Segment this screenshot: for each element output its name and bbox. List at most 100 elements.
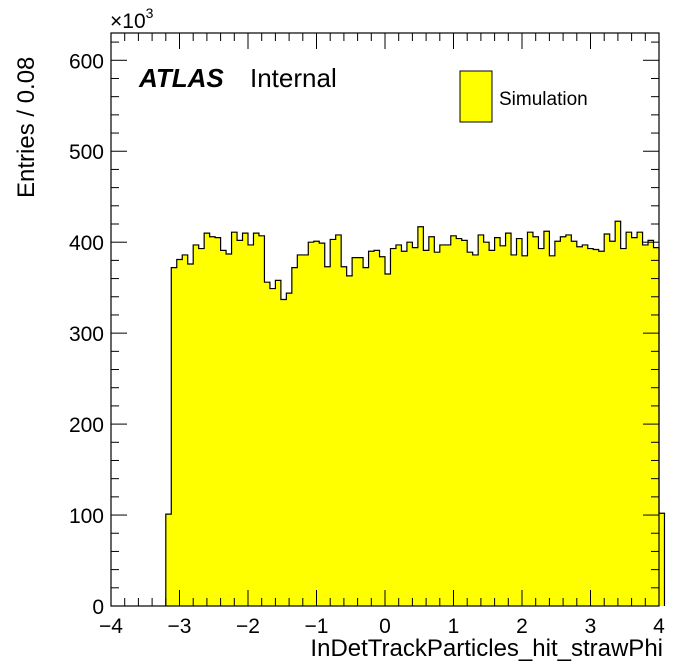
histogram-bin [516, 238, 523, 607]
histogram-bin [576, 246, 583, 606]
histogram-bin [604, 234, 611, 606]
histogram-bin [406, 242, 413, 606]
histogram-bin [445, 244, 452, 606]
histogram-bin [543, 231, 550, 606]
x-tick-label: 3 [585, 615, 597, 638]
legend-swatch [459, 70, 493, 123]
histogram-bin [286, 293, 293, 606]
histogram-bin [368, 251, 375, 607]
histogram-bin [390, 248, 397, 607]
histogram-bin [357, 257, 364, 606]
histogram-bin [500, 245, 506, 607]
histogram-bin [220, 250, 227, 606]
histogram-bin [631, 237, 638, 606]
histogram-bin [165, 514, 172, 606]
histogram-bin [626, 232, 632, 606]
histogram-bin [412, 247, 419, 606]
histogram-bin [209, 236, 216, 606]
y-tick-label: 200 [69, 414, 104, 437]
histogram-bin [423, 250, 430, 606]
histogram-bin [593, 249, 600, 606]
histogram-bin [587, 248, 594, 607]
histogram-bin [280, 299, 287, 606]
histogram-bin [297, 254, 304, 606]
histogram-bin [264, 282, 271, 606]
histogram-bin [609, 241, 616, 606]
histogram-bin [253, 233, 260, 606]
histogram-bin [302, 254, 309, 606]
legend-label-simulation: Simulation [499, 89, 588, 110]
internal-label: Internal [250, 63, 337, 93]
histogram-outline [165, 220, 666, 606]
x-tick-label: 4 [653, 615, 665, 638]
histogram-bin [198, 248, 205, 607]
histogram-bin [330, 239, 337, 606]
histogram-bin [182, 254, 189, 606]
histogram-bin [439, 244, 446, 606]
x-tick-label: 1 [448, 615, 460, 638]
histogram-bin [554, 241, 561, 606]
histogram-bin [385, 274, 391, 606]
histogram-bin [187, 264, 194, 606]
histogram-bin [226, 254, 232, 606]
y-tick-label: 0 [92, 596, 104, 619]
histogram-bin [291, 267, 298, 606]
histogram-bin [352, 257, 358, 606]
y-multiplier: ×103 [110, 5, 154, 33]
histogram-bin [598, 251, 605, 607]
x-tick-labels: −4 −3 −2 −1 0 1 2 3 4 [99, 615, 665, 638]
histogram-bin [374, 250, 380, 606]
x-tick-label: −2 [236, 615, 260, 638]
histogram-bin [642, 244, 649, 606]
histogram-bin [549, 255, 556, 607]
histogram-bin [659, 513, 665, 606]
y-tick-label: 500 [69, 141, 104, 164]
histogram-bin [258, 235, 265, 607]
histogram-bin [648, 240, 654, 606]
x-tick-label: 0 [379, 615, 391, 638]
histogram-bin [275, 280, 282, 606]
histogram-bin [582, 244, 589, 606]
histogram-bin [335, 234, 342, 606]
histogram-bin [341, 266, 348, 606]
x-tick-label: 2 [516, 615, 528, 638]
x-tick-label: −4 [99, 615, 123, 638]
histogram-bin [527, 232, 534, 606]
histogram-bin [472, 254, 479, 606]
histogram-bin [494, 237, 501, 606]
histogram-bin [434, 252, 441, 606]
histogram-bin [308, 242, 315, 606]
histogram-bin [511, 254, 517, 606]
histogram-bin [489, 250, 495, 606]
histogram-bin [522, 255, 528, 607]
axis-ticks [110, 33, 660, 607]
x-axis-title: InDetTrackParticles_hit_strawPhi [310, 635, 663, 662]
histogram-bin [319, 243, 326, 606]
histogram-bin [231, 232, 238, 606]
histogram-bin [171, 267, 178, 606]
x-tick-label: −1 [305, 615, 329, 638]
histogram-bin [637, 232, 643, 606]
histogram-bin [417, 226, 424, 606]
y-tick-label: 600 [69, 50, 104, 73]
histogram-bin [237, 240, 243, 606]
histogram-bin [242, 233, 249, 606]
histogram-bin [204, 233, 211, 606]
histogram-bin [346, 275, 353, 606]
histogram-bin [538, 248, 545, 607]
histogram-bin [395, 244, 402, 606]
histogram-bin [313, 241, 320, 606]
histogram-bin [450, 235, 457, 607]
histogram-bin [379, 256, 386, 606]
histogram-bin [532, 236, 539, 606]
histogram-bars [165, 221, 665, 607]
y-tick-labels: 0 100 200 300 400 500 600 [69, 50, 104, 619]
histogram-bin [560, 236, 567, 606]
histogram-bin [565, 234, 572, 606]
y-tick-label: 400 [69, 232, 104, 255]
histogram-bin [505, 233, 512, 606]
x-tick-label: −3 [168, 615, 192, 638]
histogram-bin [324, 266, 331, 606]
histogram-bin [428, 236, 435, 606]
